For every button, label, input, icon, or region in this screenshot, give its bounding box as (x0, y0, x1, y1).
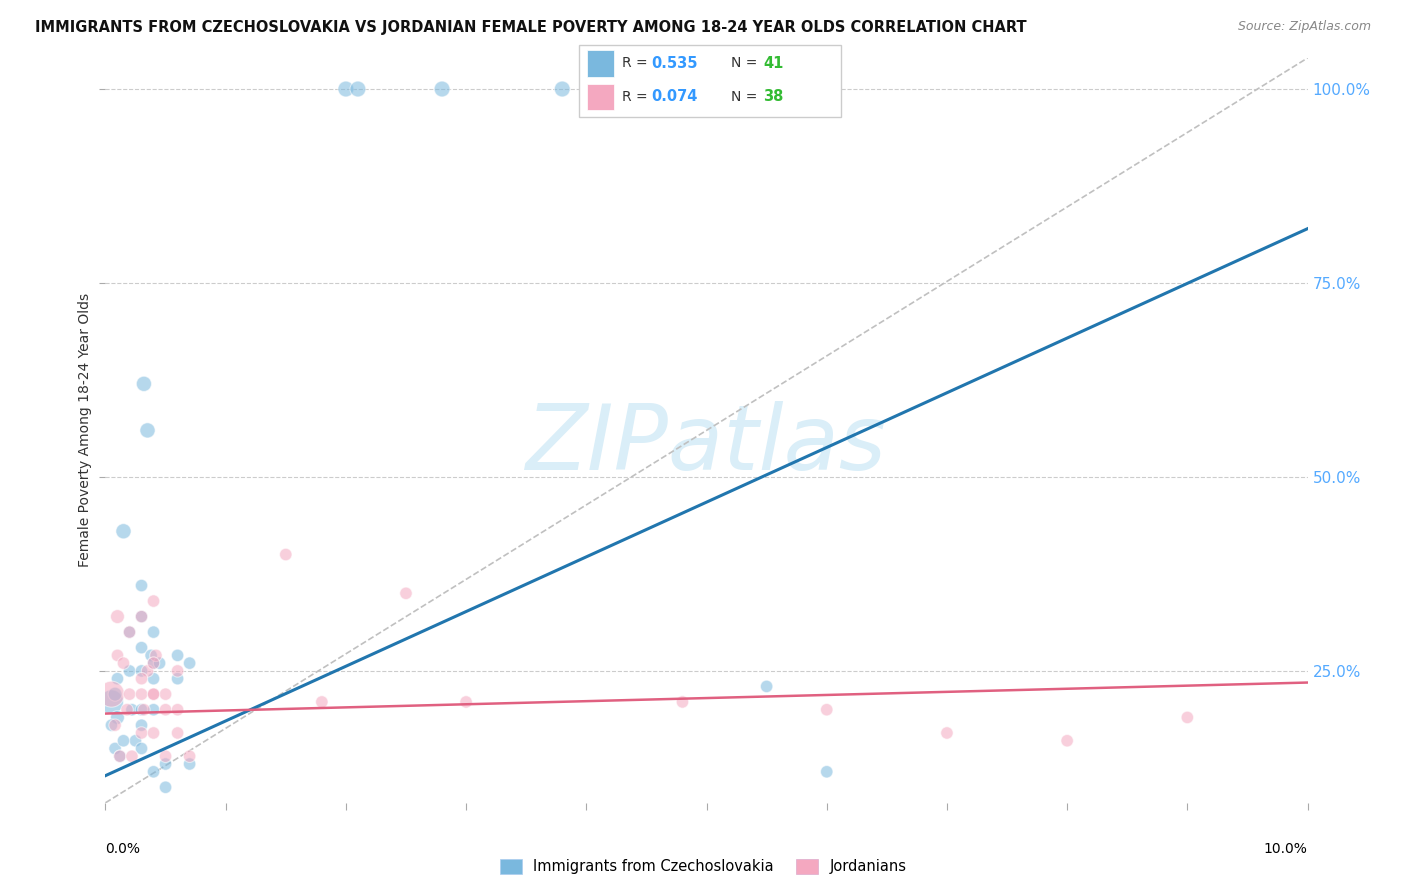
Y-axis label: Female Poverty Among 18-24 Year Olds: Female Poverty Among 18-24 Year Olds (77, 293, 91, 567)
Point (131, 609, 153, 624)
Point (155, 749, 177, 764)
Point (155, 703, 177, 717)
Point (142, 594, 165, 608)
Text: 0.0%: 0.0% (105, 841, 141, 855)
Point (108, 749, 131, 764)
Text: 38: 38 (763, 89, 783, 104)
Text: R =: R = (621, 90, 652, 103)
Point (121, 703, 143, 717)
Text: 0.074: 0.074 (651, 89, 697, 104)
Point (131, 703, 153, 717)
Point (1175, 710, 1198, 724)
Point (124, 733, 146, 747)
Point (142, 726, 165, 740)
Point (131, 609, 153, 624)
Point (671, 695, 693, 709)
Point (112, 733, 135, 747)
Point (274, 548, 297, 562)
Point (118, 625, 141, 640)
Point (936, 726, 959, 740)
Point (112, 656, 135, 670)
Point (121, 749, 143, 764)
Point (142, 764, 165, 779)
Point (142, 656, 165, 670)
Point (1056, 733, 1078, 747)
Point (131, 672, 153, 686)
Point (131, 687, 153, 701)
Point (166, 664, 188, 678)
Point (100, 718, 122, 732)
Point (132, 376, 155, 391)
Point (107, 648, 129, 663)
Point (136, 424, 159, 438)
Point (136, 664, 159, 678)
Point (118, 625, 141, 640)
Point (166, 726, 188, 740)
Point (551, 82, 574, 96)
Point (107, 609, 129, 624)
Point (430, 82, 453, 96)
Point (155, 757, 177, 772)
Point (118, 664, 141, 678)
Point (179, 749, 201, 764)
Point (166, 703, 188, 717)
Point (100, 695, 122, 709)
Point (311, 695, 333, 709)
Point (155, 780, 177, 795)
Point (107, 710, 129, 724)
Text: R =: R = (621, 56, 652, 70)
Point (755, 680, 778, 694)
Point (131, 664, 153, 678)
FancyBboxPatch shape (579, 45, 841, 117)
Legend: Immigrants from Czechoslovakia, Jordanians: Immigrants from Czechoslovakia, Jordania… (494, 853, 912, 880)
Text: IMMIGRANTS FROM CZECHOSLOVAKIA VS JORDANIAN FEMALE POVERTY AMONG 18-24 YEAR OLDS: IMMIGRANTS FROM CZECHOSLOVAKIA VS JORDAN… (35, 20, 1026, 35)
Point (100, 687, 122, 701)
Point (142, 703, 165, 717)
Point (118, 687, 141, 701)
Point (142, 625, 165, 640)
Point (179, 656, 201, 670)
Point (104, 741, 127, 756)
Point (142, 687, 165, 701)
Text: ZIPatlas: ZIPatlas (526, 401, 887, 490)
Text: Source: ZipAtlas.com: Source: ZipAtlas.com (1237, 20, 1371, 33)
Point (395, 586, 418, 600)
Point (454, 695, 477, 709)
Text: 10.0%: 10.0% (1264, 841, 1308, 855)
Point (166, 648, 188, 663)
Point (815, 703, 838, 717)
Point (142, 687, 165, 701)
Point (148, 656, 170, 670)
Text: 41: 41 (763, 56, 783, 70)
Text: N =: N = (731, 56, 762, 70)
FancyBboxPatch shape (588, 84, 614, 111)
Point (131, 726, 153, 740)
Point (142, 672, 165, 686)
Point (104, 718, 127, 732)
Point (115, 703, 138, 717)
Point (166, 672, 188, 686)
Point (179, 757, 201, 772)
Point (347, 82, 370, 96)
Point (131, 718, 153, 732)
Point (112, 524, 135, 539)
Text: N =: N = (731, 90, 762, 103)
Point (131, 578, 153, 592)
Point (335, 82, 357, 96)
Point (139, 648, 162, 663)
Point (155, 687, 177, 701)
Point (142, 656, 165, 670)
Point (107, 672, 129, 686)
Point (145, 648, 167, 663)
Point (108, 749, 131, 764)
Point (815, 764, 838, 779)
Point (132, 703, 155, 717)
Point (131, 741, 153, 756)
Point (104, 687, 127, 701)
Text: 0.535: 0.535 (651, 56, 697, 70)
Point (131, 640, 153, 655)
FancyBboxPatch shape (588, 51, 614, 77)
